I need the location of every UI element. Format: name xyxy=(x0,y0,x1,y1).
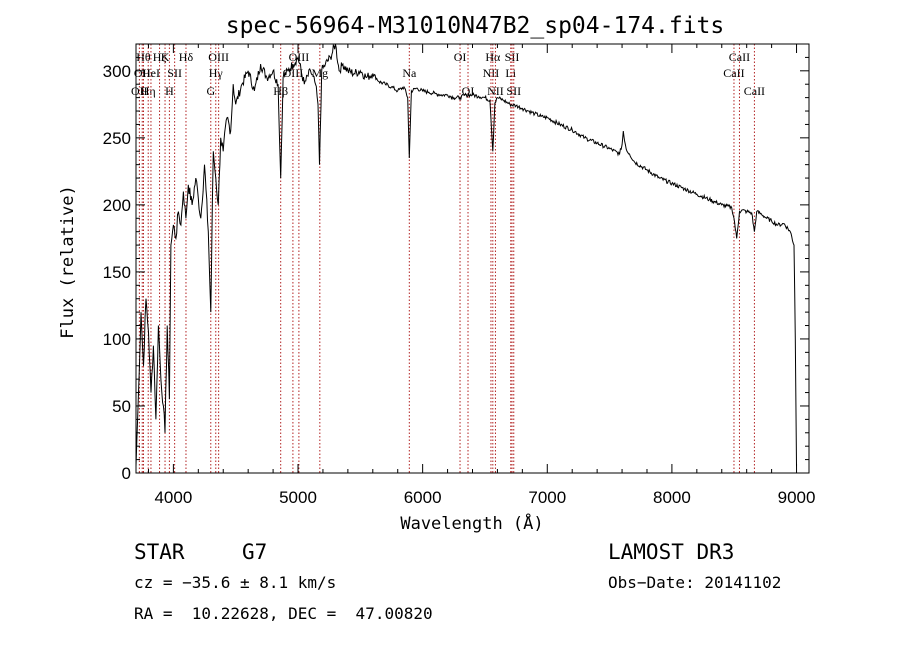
spectral-line-label: NII xyxy=(487,84,504,98)
spectral-line-label: OI xyxy=(454,50,467,64)
spectral-line-label: HeI xyxy=(142,66,160,80)
spectral-line-label: SII xyxy=(167,66,182,80)
x-tick-label: 6000 xyxy=(404,488,442,507)
spectral-line-label: Hθ xyxy=(136,50,151,64)
observation-date: Obs−Date: 20141102 xyxy=(608,573,782,592)
spectral-lines: OIIOIIHθHηHeIHζKHSIIHδGHγOIIIHβOIIIOIIIM… xyxy=(131,44,765,473)
y-tick-label: 300 xyxy=(103,62,131,81)
object-subclass: G7 xyxy=(242,540,268,564)
plot-frame xyxy=(135,43,810,474)
spectral-line-label: OIII xyxy=(289,50,310,64)
spectral-line-label: Hα xyxy=(485,50,501,64)
y-tick-label: 250 xyxy=(103,129,131,148)
sky-coordinates: RA = 10.22628, DEC = 47.00820 xyxy=(134,604,433,623)
axis-ticks: 4000 5000 6000 7000 8000 9000 0 50 100 150 200 250 3… xyxy=(103,44,816,507)
flux-series-line xyxy=(135,43,797,467)
x-tick-label: 7000 xyxy=(528,488,566,507)
spectral-line-label: Hδ xyxy=(179,50,194,64)
spectral-line-label: G xyxy=(206,84,215,98)
x-tick-label: 9000 xyxy=(778,488,816,507)
spectral-line-label: OIII xyxy=(208,50,229,64)
spectral-line-label: Hζ xyxy=(153,50,167,64)
x-tick-label: 8000 xyxy=(653,488,691,507)
y-tick-label: 0 xyxy=(122,464,131,483)
spectral-line-label: Hη xyxy=(141,84,156,98)
spectral-line-label: SII xyxy=(506,84,521,98)
x-axis-label: Wavelength (Å) xyxy=(400,512,543,534)
spectral-line-label: Na xyxy=(402,66,417,80)
y-tick-label: 150 xyxy=(103,263,131,282)
spectral-line-label: Hβ xyxy=(273,84,288,98)
spectral-line-label: NII xyxy=(483,66,500,80)
x-tick-label: 4000 xyxy=(154,488,192,507)
y-tick-label: 50 xyxy=(112,397,131,416)
spectral-line-label: SII xyxy=(505,50,520,64)
x-tick-label: 5000 xyxy=(279,488,317,507)
object-class: STAR xyxy=(134,540,185,564)
y-tick-label: 200 xyxy=(103,196,131,215)
spectral-line-label: OII xyxy=(134,66,151,80)
spectral-line-label: Hγ xyxy=(209,66,224,80)
y-tick-label: 100 xyxy=(103,330,131,349)
spectral-line-label: K xyxy=(161,50,170,64)
redshift-cz: cz = −35.6 ± 8.1 km/s xyxy=(134,573,337,592)
y-axis-label: Flux (relative) xyxy=(58,185,78,339)
spectral-line-label: Li xyxy=(505,66,516,80)
spectral-line-label: Mg xyxy=(311,66,328,80)
spectral-line-label: H xyxy=(165,84,174,98)
spectral-line-label: CaII xyxy=(723,66,744,80)
spectral-line-label: CaII xyxy=(744,84,765,98)
survey-name: LAMOST DR3 xyxy=(608,540,735,564)
spectral-line-label: CaII xyxy=(729,50,750,64)
chart-title: spec-56964-M31010N47B2_sp04-174.fits xyxy=(226,13,725,39)
